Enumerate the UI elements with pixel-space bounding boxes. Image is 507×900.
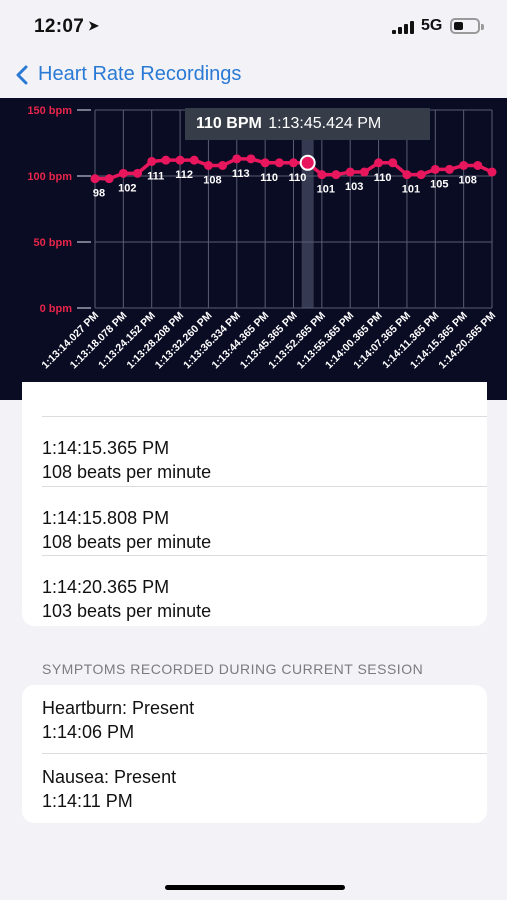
symptom-name: Heartburn: Present xyxy=(42,698,195,718)
tooltip-value: 110 BPM xyxy=(196,115,262,132)
list-item[interactable]: 1:14:20.365 PM 103 beats per minute xyxy=(22,564,487,626)
data-label: 103 xyxy=(345,181,363,193)
list-divider xyxy=(42,416,487,417)
status-time: 12:07 ➤ xyxy=(34,16,100,37)
data-label: 110 xyxy=(374,172,392,184)
data-point xyxy=(218,160,228,170)
data-label: 102 xyxy=(118,182,136,194)
network-type: 5G xyxy=(421,17,443,34)
data-point xyxy=(133,168,143,178)
data-point xyxy=(232,154,242,164)
symptom-time: 1:14:06 PM xyxy=(42,722,135,742)
data-point xyxy=(203,160,213,170)
data-point xyxy=(246,154,256,164)
data-point xyxy=(147,156,157,166)
data-point xyxy=(388,158,398,168)
recording-time: 1:14:20.365 PM xyxy=(42,577,170,597)
list-item[interactable]: Heartburn: Present 1:14:06 PM xyxy=(22,685,487,753)
back-chevron-icon[interactable] xyxy=(14,65,30,85)
list-divider xyxy=(42,486,487,487)
data-point xyxy=(402,170,412,180)
status-bar: 12:07 ➤ 5G xyxy=(0,0,507,56)
data-point xyxy=(459,160,469,170)
data-point xyxy=(473,160,483,170)
symptom-time: 1:14:11 PM xyxy=(42,791,133,811)
data-label: 108 xyxy=(458,174,476,186)
recordings-list: 1:14:15.365 PM 108 beats per minute 1:14… xyxy=(22,382,487,626)
data-point xyxy=(430,164,440,174)
list-item[interactable]: 1:14:15.808 PM 108 beats per minute xyxy=(22,495,487,564)
data-label: 98 xyxy=(93,188,105,200)
location-arrow-icon: ➤ xyxy=(88,18,100,33)
data-label: 112 xyxy=(175,169,193,181)
data-point xyxy=(416,170,426,180)
y-tick-label: 100 bpm xyxy=(27,171,72,183)
data-point xyxy=(317,170,327,180)
data-point xyxy=(289,158,298,168)
data-point xyxy=(331,170,341,180)
data-label: 101 xyxy=(402,184,420,196)
data-label: 113 xyxy=(232,168,250,180)
battery-icon xyxy=(450,18,484,34)
data-point xyxy=(274,158,284,168)
recording-bpm: 103 beats per minute xyxy=(42,601,212,621)
recording-bpm: 108 beats per minute xyxy=(42,462,212,482)
data-label: 110 xyxy=(289,172,307,184)
recording-time: 1:14:15.808 PM xyxy=(42,508,170,528)
data-label: 110 xyxy=(260,172,278,184)
signal-icon xyxy=(392,20,414,34)
data-label: 108 xyxy=(203,174,221,186)
data-label: 105 xyxy=(430,178,448,190)
heart-rate-chart[interactable]: 150 bpm 100 bpm 50 bpm 0 bpm 98 102 111 112 108 1… xyxy=(0,98,507,400)
data-point xyxy=(359,167,369,177)
y-tick-label: 50 bpm xyxy=(33,237,72,249)
back-button-label[interactable]: Heart Rate Recordings xyxy=(38,63,242,85)
chart-tooltip: 110 BPM 1:13:45.424 PM xyxy=(185,108,430,140)
symptom-name: Nausea: Present xyxy=(42,767,177,787)
data-point xyxy=(175,155,185,165)
data-label: 101 xyxy=(317,184,335,196)
selected-point xyxy=(299,154,316,171)
data-label: 111 xyxy=(147,170,164,182)
symptoms-section-header: SYMPTOMS RECORDED DURING CURRENT SESSION xyxy=(42,661,424,677)
list-item[interactable]: 1:14:15.365 PM 108 beats per minute xyxy=(22,425,487,494)
tooltip-time: 1:13:45.424 PM xyxy=(268,115,382,132)
data-point xyxy=(444,164,454,174)
chart-svg[interactable]: 150 bpm 100 bpm 50 bpm 0 bpm 98 102 111 112 108 1… xyxy=(0,98,507,400)
symptoms-list: Heartburn: Present 1:14:06 PM Nausea: Pr… xyxy=(22,685,487,823)
list-divider xyxy=(42,555,487,556)
recording-time: 1:14:15.365 PM xyxy=(42,438,170,458)
nav-bar: Heart Rate Recordings xyxy=(0,56,507,98)
data-point xyxy=(374,158,384,168)
data-point xyxy=(189,155,199,165)
y-tick-label: 0 bpm xyxy=(40,303,73,315)
y-tick-label: 150 bpm xyxy=(27,105,72,117)
list-item[interactable]: Nausea: Present 1:14:11 PM xyxy=(22,754,487,823)
data-point xyxy=(345,167,355,177)
data-point xyxy=(260,158,270,168)
data-point xyxy=(90,174,100,184)
recording-bpm: 108 beats per minute xyxy=(42,532,212,552)
data-point xyxy=(118,168,128,178)
data-point xyxy=(487,167,497,177)
data-point xyxy=(104,174,114,184)
list-divider xyxy=(42,753,487,754)
home-indicator[interactable] xyxy=(165,885,345,890)
data-point xyxy=(161,155,171,165)
